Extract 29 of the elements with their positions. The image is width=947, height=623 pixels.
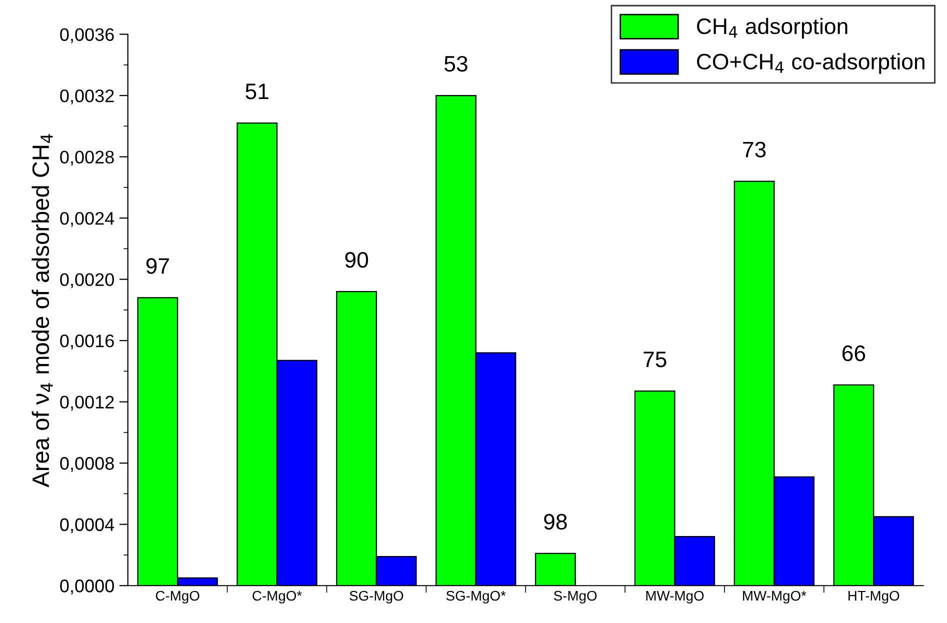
legend-label: CH$_{4}$ adsorption — [697, 18, 848, 39]
x-tick-label: SG-MgO* — [446, 590, 506, 604]
y-tick-label: 0,0032 — [60, 89, 114, 104]
annotation: 51 — [246, 84, 268, 100]
y-tick-label: 0,0008 — [60, 457, 114, 472]
annotation: 98 — [544, 514, 567, 530]
y-tick-label: 0,0020 — [60, 273, 114, 288]
legend-label: CO+CH$_{4}$ co-adsorption — [697, 53, 924, 74]
y-tick-label: 0,0024 — [60, 212, 114, 227]
annotation: 90 — [345, 252, 368, 268]
y-tick-label: 0,0016 — [60, 334, 114, 350]
y-tick-label: 0,0000 — [60, 580, 114, 594]
x-tick-label: HT-MgO — [848, 590, 900, 604]
y-tick-label: 0,0036 — [60, 28, 114, 44]
annotation: 97 — [146, 258, 169, 274]
annotation: 75 — [644, 352, 666, 368]
y-tick-label: 0,0004 — [60, 518, 114, 534]
x-tick-label: S-MgO — [554, 590, 597, 604]
x-tick-label: MW-MgO* — [743, 590, 806, 604]
x-tick-label: C-MgO* — [252, 590, 302, 604]
x-tick-label: C-MgO — [156, 590, 200, 604]
y-tick-label: 0,0012 — [60, 396, 114, 411]
y-tick-label: 0,0028 — [60, 150, 114, 166]
annotation: 66 — [842, 345, 866, 362]
annotation: 53 — [444, 56, 468, 72]
y-axis-title: Area of ν$_{4}$ mode of adsorbed CH$_{4}$ — [32, 134, 53, 488]
x-tick-label: MW-MgO — [646, 590, 704, 604]
annotation: 73 — [743, 142, 766, 158]
x-tick-label: SG-MgO — [350, 590, 404, 604]
